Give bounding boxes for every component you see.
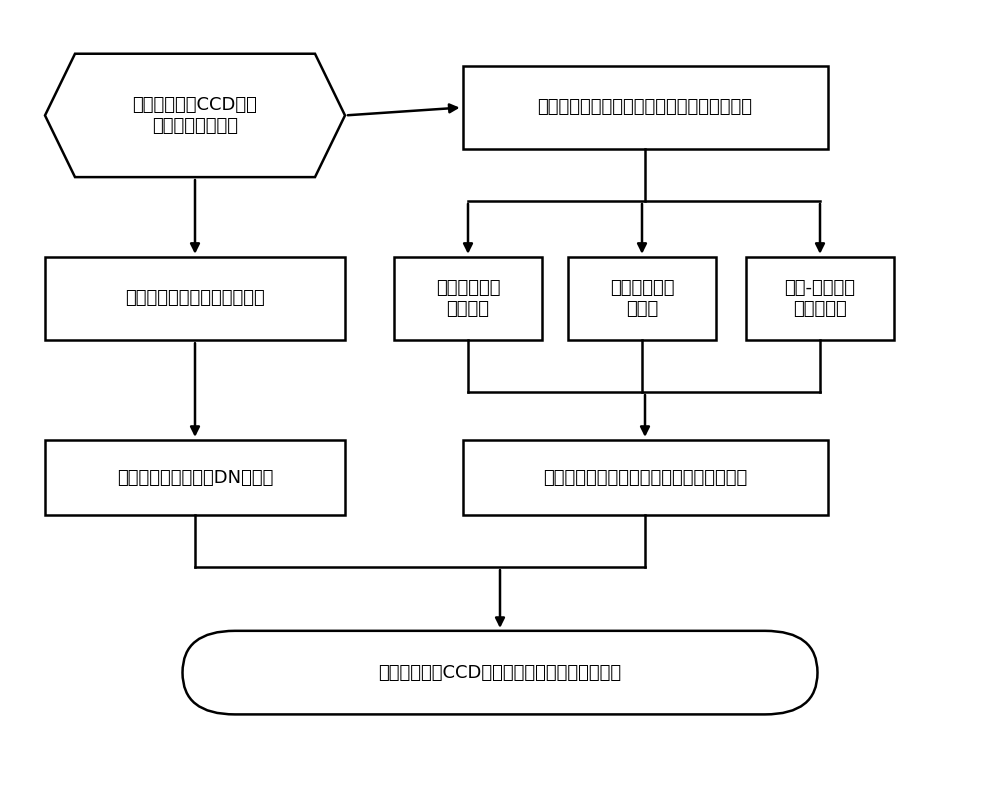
Text: 晨昏海域微光成像时的入瞳处辐射能量计算: 晨昏海域微光成像时的入瞳处辐射能量计算: [543, 469, 747, 486]
Text: 凝视卫星面阵CCD相机
晨昏海域微光成像: 凝视卫星面阵CCD相机 晨昏海域微光成像: [133, 96, 257, 135]
Text: 成像时的几何参数、大气参数和其他辅助参数: 成像时的几何参数、大气参数和其他辅助参数: [538, 99, 753, 116]
FancyBboxPatch shape: [746, 256, 894, 341]
FancyBboxPatch shape: [462, 439, 828, 516]
Text: 凝视卫星面阵CCD相机的绝对辐射定标系数计算: 凝视卫星面阵CCD相机的绝对辐射定标系数计算: [378, 664, 622, 681]
Text: 遥感图像数据的数字DN值提取: 遥感图像数据的数字DN值提取: [117, 469, 273, 486]
Text: 气溶胶散射辐
射计算: 气溶胶散射辐 射计算: [610, 279, 674, 318]
FancyBboxPatch shape: [462, 65, 828, 150]
Text: 大气-气溶胶散
射辐射计算: 大气-气溶胶散 射辐射计算: [784, 279, 856, 318]
FancyBboxPatch shape: [394, 256, 542, 341]
FancyBboxPatch shape: [568, 256, 716, 341]
FancyBboxPatch shape: [45, 439, 345, 516]
FancyBboxPatch shape: [182, 630, 818, 715]
FancyBboxPatch shape: [45, 256, 345, 341]
Text: 大气分子散射
辐射计算: 大气分子散射 辐射计算: [436, 279, 500, 318]
Polygon shape: [45, 54, 345, 178]
Text: 遥感图像数据的相对辐射校正: 遥感图像数据的相对辐射校正: [125, 290, 265, 307]
